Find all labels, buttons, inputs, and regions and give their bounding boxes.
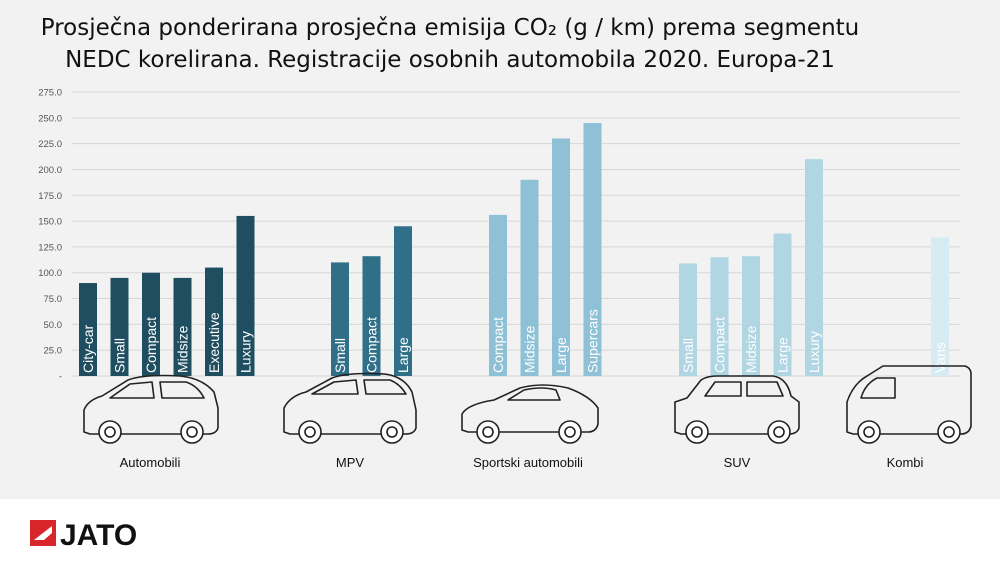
bar (236, 215, 255, 376)
chart-title-line-2: NEDC korelirana. Registracije osobnih au… (65, 47, 835, 73)
y-tick-label: 150.0 (38, 217, 62, 228)
van-icon-body (846, 365, 972, 435)
van-icon-wheel (937, 420, 961, 444)
van-icon-hub (863, 426, 875, 438)
bar-category-label: Supercars (585, 309, 601, 373)
group-label: Automobili (120, 455, 181, 470)
mpv-car-icon-wheel (380, 420, 404, 444)
y-tick-label: - (59, 372, 62, 383)
bar (742, 256, 760, 376)
suv-car-icon-hub (773, 426, 785, 438)
y-tick-label: 100.0 (38, 268, 62, 279)
bar (805, 159, 823, 376)
hatchback-car-icon-wheel (180, 420, 204, 444)
mpv-car-icon-body (283, 372, 417, 435)
jato-logo-arrow (34, 526, 52, 540)
chart-title: Prosječna ponderirana prosječna emisija … (0, 12, 900, 76)
bar (552, 138, 570, 376)
mpv-car-icon-hub (304, 426, 316, 438)
y-tick-label: 275.0 (38, 88, 62, 99)
bar (394, 226, 412, 376)
bar-category-label: Compact (712, 317, 728, 373)
hatchback-car-icon (83, 374, 219, 444)
van-icon-wheel (857, 420, 881, 444)
bar-category-label: Small (112, 338, 128, 373)
sports-car-icon-hub (482, 426, 494, 438)
bar-category-label: Luxury (806, 331, 822, 373)
bar (583, 122, 602, 377)
bar (362, 256, 381, 376)
bar-category-label: Large (775, 337, 791, 373)
bar-category-label: Compact (490, 317, 506, 373)
hatchback-car-icon-wheel (98, 420, 122, 444)
group-label: SUV (724, 455, 751, 470)
bar-category-label: Small (332, 338, 348, 373)
bar (173, 277, 192, 376)
bar-category-label: Midsize (175, 325, 191, 373)
suv-car-icon (674, 375, 800, 444)
jato-logo: JATO (30, 519, 137, 550)
bar (142, 272, 160, 376)
van-icon-windows (860, 377, 896, 399)
bar (489, 214, 507, 376)
hatchback-car-icon-windows (109, 381, 205, 399)
sports-car-icon-windows (507, 387, 561, 401)
bar (205, 267, 223, 376)
y-tick-label: 75.0 (44, 294, 63, 305)
bar (679, 263, 697, 376)
bar-category-label: Compact (143, 317, 159, 373)
hatchback-car-icon-hub (104, 426, 116, 438)
bar (331, 262, 349, 376)
jato-logo-text: JATO (60, 519, 137, 550)
suv-car-icon-wheel (767, 420, 791, 444)
hatchback-car-icon-hub (186, 426, 198, 438)
van-icon-hub (943, 426, 955, 438)
group-label: MPV (336, 455, 365, 470)
sports-car-icon-body (461, 384, 599, 433)
bar (931, 237, 949, 376)
y-tick-label: 25.0 (44, 346, 63, 357)
y-tick-label: 50.0 (44, 320, 63, 331)
bar-category-label: Large (553, 337, 569, 373)
y-tick-label: 125.0 (38, 242, 62, 253)
bar (79, 283, 97, 376)
bar (773, 233, 792, 376)
bar-category-label: Small (680, 338, 696, 373)
y-tick-label: 225.0 (38, 139, 62, 150)
sports-car-icon-hub (564, 426, 576, 438)
mpv-car-icon-wheel (298, 420, 322, 444)
y-tick-label: 250.0 (38, 113, 62, 124)
bar-category-label: Midsize (522, 325, 538, 373)
mpv-car-icon-hub (386, 426, 398, 438)
bar (110, 277, 129, 376)
bar-category-label: Vans (932, 342, 948, 373)
hatchback-car-icon-body (83, 374, 219, 435)
y-tick-label: 200.0 (38, 165, 62, 176)
mpv-car-icon (283, 372, 417, 444)
suv-car-icon-hub (691, 426, 703, 438)
mpv-car-icon-windows (311, 379, 407, 395)
suv-car-icon-body (674, 375, 800, 435)
chart-title-line-1: Prosječna ponderirana prosječna emisija … (40, 15, 860, 41)
bar-category-label: Executive (206, 312, 222, 373)
bar (710, 257, 729, 376)
bar-category-label: Luxury (238, 331, 254, 373)
sports-car-icon (461, 384, 599, 444)
footer (0, 499, 1000, 563)
van-icon (846, 365, 972, 444)
bar-chart: - 25.0 50.0 75.0 100.0 125.0 150.0 175.0 200.0 22… (38, 88, 972, 470)
bar-category-label: Large (395, 337, 411, 373)
suv-car-icon-windows (704, 381, 784, 397)
bar-category-label: City-car (80, 324, 96, 373)
sports-car-icon-wheel (558, 420, 582, 444)
group-label: Sportski automobili (473, 455, 583, 470)
bar-category-label: Midsize (743, 325, 759, 373)
bar-category-label: Compact (364, 317, 380, 373)
sports-car-icon-wheel (476, 420, 500, 444)
group-label: Kombi (887, 455, 924, 470)
bar (520, 179, 539, 376)
suv-car-icon-wheel (685, 420, 709, 444)
y-tick-label: 175.0 (38, 191, 62, 202)
